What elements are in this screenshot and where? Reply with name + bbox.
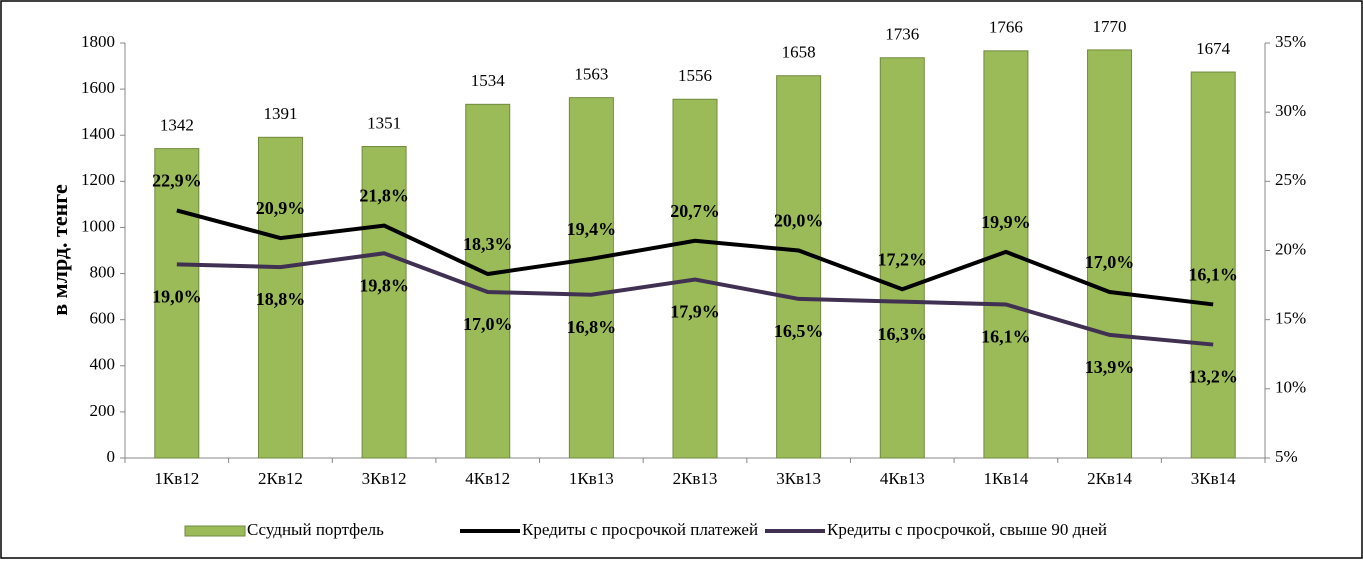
line-value-label: 16,1%	[1188, 265, 1238, 285]
x-tick-label: 3Кв14	[1191, 469, 1236, 488]
bar	[361, 146, 407, 459]
y2-tick-label: 30%	[1275, 101, 1306, 120]
line-value-label: 20,9%	[256, 198, 306, 218]
x-tick-label: 4Кв12	[465, 469, 510, 488]
line-value-label: 20,7%	[670, 201, 720, 221]
bar	[776, 75, 822, 459]
y-tick-label: 1600	[81, 78, 115, 97]
x-tick-label: 4Кв13	[880, 469, 925, 488]
bar-value-label: 1766	[989, 18, 1023, 37]
line-value-label: 16,8%	[567, 317, 617, 337]
y2-tick-label: 35%	[1275, 32, 1306, 51]
x-tick-label: 1Кв12	[154, 469, 199, 488]
line	[176, 208, 1214, 307]
bar	[1190, 71, 1236, 459]
line-value-label: 19,8%	[359, 275, 409, 295]
y-tick-label: 1000	[81, 216, 115, 235]
legend-label: Ссудный портфель	[247, 520, 384, 539]
x-tick-label: 2Кв13	[673, 469, 718, 488]
bar	[879, 57, 925, 459]
line-value-label: 16,1%	[981, 327, 1031, 347]
y2-tick-label: 15%	[1275, 309, 1306, 328]
line-value-label: 19,4%	[567, 219, 617, 239]
line-value-label: 19,0%	[152, 286, 202, 306]
y-tick-label: 1400	[81, 124, 115, 143]
x-tick-label: 2Кв12	[258, 469, 303, 488]
bar	[568, 97, 614, 459]
bar	[983, 50, 1029, 459]
bar-value-label: 1534	[471, 71, 506, 90]
bar	[465, 103, 511, 459]
bar-value-label: 1736	[885, 25, 919, 44]
y2-tick-label: 25%	[1275, 170, 1306, 189]
legend-label: Кредиты с просрочкой, свыше 90 дней	[827, 520, 1107, 539]
line-value-label: 16,5%	[774, 321, 824, 341]
y-tick-label: 600	[90, 309, 116, 328]
y-tick-label: 1200	[81, 170, 115, 189]
line-value-label: 13,9%	[1085, 357, 1135, 377]
line-value-label: 19,9%	[981, 212, 1031, 232]
bar-value-label: 1342	[160, 116, 194, 135]
y-tick-label: 400	[90, 355, 116, 374]
x-tick-label: 1Кв13	[569, 469, 614, 488]
bar-value-label: 1556	[678, 66, 712, 85]
legend-swatch	[184, 525, 246, 537]
bar-value-label: 1563	[574, 65, 608, 84]
legend-label: Кредиты с просрочкой платежей	[522, 520, 758, 539]
line-value-label: 17,9%	[670, 302, 720, 322]
y-axis-title: в млрд. тенге	[47, 184, 72, 316]
line-value-label: 18,3%	[463, 234, 513, 254]
bar-value-label: 1674	[1196, 39, 1231, 58]
bar-value-label: 1658	[782, 43, 816, 62]
line-value-label: 13,2%	[1188, 367, 1238, 387]
y2-tick-label: 20%	[1275, 239, 1306, 258]
y-tick-label: 200	[90, 401, 116, 420]
bar	[154, 148, 200, 459]
bar-value-label: 1391	[263, 104, 297, 123]
y2-tick-label: 5%	[1275, 447, 1298, 466]
line	[176, 251, 1214, 347]
line-value-label: 17,0%	[463, 314, 513, 334]
bar	[1087, 49, 1133, 459]
line-value-label: 18,8%	[256, 289, 306, 309]
y-tick-label: 1800	[81, 32, 115, 51]
line-value-label: 17,2%	[878, 249, 928, 269]
line-value-label: 21,8%	[359, 186, 409, 206]
y-tick-label: 800	[90, 262, 116, 281]
x-tick-label: 1Кв14	[983, 469, 1028, 488]
line-value-label: 17,0%	[1085, 252, 1135, 272]
bar-value-label: 1351	[367, 113, 401, 132]
line-value-label: 16,3%	[878, 324, 928, 344]
x-tick-label: 2Кв14	[1087, 469, 1132, 488]
x-tick-label: 3Кв13	[776, 469, 821, 488]
line-value-label: 20,0%	[774, 211, 824, 231]
bar	[257, 136, 303, 459]
bar-value-label: 1770	[1093, 17, 1127, 36]
line-value-label: 22,9%	[152, 171, 202, 191]
y2-tick-label: 10%	[1275, 378, 1306, 397]
x-tick-label: 3Кв12	[362, 469, 407, 488]
y-tick-label: 0	[107, 447, 116, 466]
